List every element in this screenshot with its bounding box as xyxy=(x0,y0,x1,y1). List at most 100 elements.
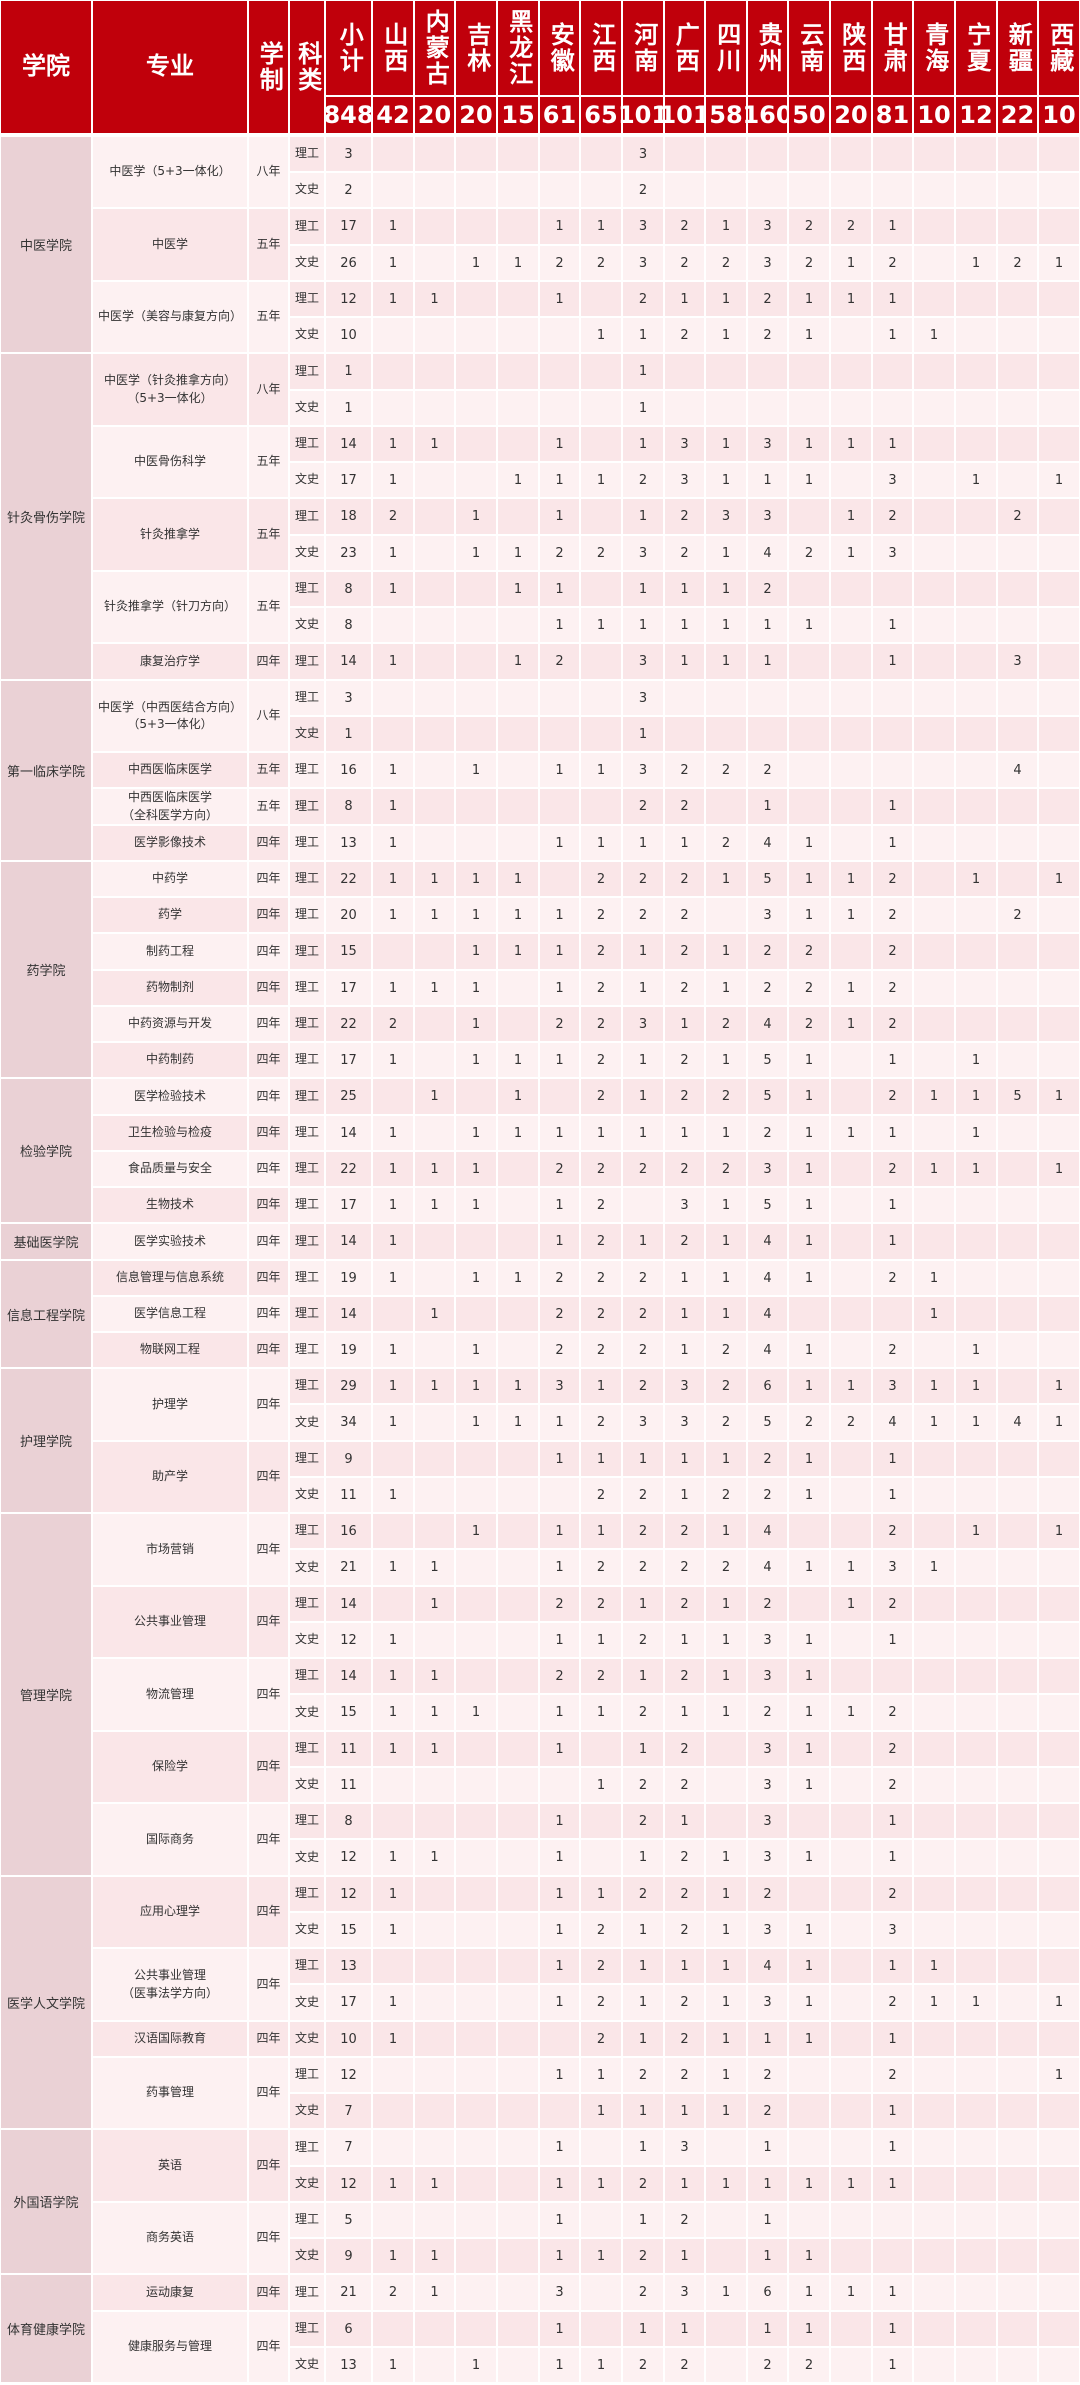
row-18-province-15 xyxy=(997,788,1038,825)
row-24-province-9: 4 xyxy=(747,1006,788,1042)
row-8-province-11: 1 xyxy=(830,426,872,462)
row-subtotal-14: 14 xyxy=(325,643,372,680)
major-years-20: 四年 xyxy=(248,1151,289,1187)
row-0-province-5 xyxy=(580,136,622,172)
row-track-2: 理工 xyxy=(289,208,325,245)
row-track-8: 理工 xyxy=(289,426,325,462)
row-23-province-10: 2 xyxy=(788,970,830,1006)
row-60-province-1 xyxy=(414,2311,455,2347)
row-52-province-0: 1 xyxy=(372,2021,414,2057)
row-7-province-10 xyxy=(788,390,830,426)
row-10-province-16 xyxy=(1038,498,1080,535)
row-56-province-8: 1 xyxy=(705,2166,747,2202)
row-41-province-15 xyxy=(997,1622,1038,1658)
row-34-province-13: 1 xyxy=(913,1368,955,1404)
major-years-28: 四年 xyxy=(248,1513,289,1586)
row-3-province-9: 3 xyxy=(747,245,788,281)
row-5-province-3 xyxy=(497,317,539,353)
row-54-province-11 xyxy=(830,2093,872,2129)
major-years-27: 四年 xyxy=(248,1441,289,1513)
row-track-59: 理工 xyxy=(289,2274,325,2311)
row-18-province-7: 2 xyxy=(664,788,705,825)
row-48-province-9: 2 xyxy=(747,1876,788,1912)
row-20-province-5: 2 xyxy=(580,861,622,897)
row-6-province-6: 1 xyxy=(622,353,664,390)
row-61-province-9: 2 xyxy=(747,2347,788,2383)
row-45-province-6: 2 xyxy=(622,1767,664,1803)
header-province-11: 陕西 xyxy=(830,0,872,96)
row-19-province-6: 1 xyxy=(622,825,664,861)
major-6: 针灸推拿学（针刀方向） xyxy=(92,571,248,643)
row-50-province-5: 2 xyxy=(580,1948,622,1984)
row-3-province-1 xyxy=(414,245,455,281)
row-11-province-15 xyxy=(997,535,1038,571)
row-50-province-4: 1 xyxy=(539,1948,580,1984)
row-39-province-15 xyxy=(997,1549,1038,1586)
major-20: 食品质量与安全 xyxy=(92,1151,248,1187)
row-2-province-15 xyxy=(997,208,1038,245)
row-21-province-3: 1 xyxy=(497,897,539,933)
row-53-province-8: 1 xyxy=(705,2057,747,2093)
major-years-33: 四年 xyxy=(248,1876,289,1948)
row-61-province-7: 2 xyxy=(664,2347,705,2383)
row-43-province-8: 1 xyxy=(705,1694,747,1731)
row-9-province-8: 1 xyxy=(705,462,747,498)
row-subtotal-13: 8 xyxy=(325,607,372,643)
row-24-province-2: 1 xyxy=(455,1006,497,1042)
major-years-14: 四年 xyxy=(248,933,289,970)
header-province-3: 黑龙江 xyxy=(497,0,539,96)
row-3-province-0: 1 xyxy=(372,245,414,281)
row-34-province-4: 3 xyxy=(539,1368,580,1404)
row-subtotal-55: 7 xyxy=(325,2129,372,2166)
row-47-province-11 xyxy=(830,1839,872,1876)
row-54-province-6: 1 xyxy=(622,2093,664,2129)
row-55-province-14 xyxy=(955,2129,997,2166)
header-province-total-1: 20 xyxy=(414,96,455,134)
row-57-province-8 xyxy=(705,2202,747,2238)
row-31-province-1 xyxy=(414,1260,455,1296)
row-18-province-2 xyxy=(455,788,497,825)
row-43-province-14 xyxy=(955,1694,997,1731)
row-52-province-9: 1 xyxy=(747,2021,788,2057)
major-7: 康复治疗学 xyxy=(92,643,248,680)
row-28-province-1: 1 xyxy=(414,1151,455,1187)
row-24-province-0: 2 xyxy=(372,1006,414,1042)
row-6-province-5 xyxy=(580,353,622,390)
row-27-province-14: 1 xyxy=(955,1115,997,1151)
row-29-province-16 xyxy=(1038,1187,1080,1223)
row-33-province-10: 1 xyxy=(788,1332,830,1368)
college-10: 外国语学院 xyxy=(0,2129,92,2274)
row-track-30: 理工 xyxy=(289,1223,325,1260)
row-4-province-11: 1 xyxy=(830,281,872,317)
major-years-19: 四年 xyxy=(248,1115,289,1151)
row-42-province-1: 1 xyxy=(414,1658,455,1694)
row-31-province-6: 2 xyxy=(622,1260,664,1296)
row-48-province-1 xyxy=(414,1876,455,1912)
row-50-province-6: 1 xyxy=(622,1948,664,1984)
row-21-province-5: 2 xyxy=(580,897,622,933)
major-31: 保险学 xyxy=(92,1731,248,1803)
row-51-province-14: 1 xyxy=(955,1984,997,2021)
row-49-province-5: 2 xyxy=(580,1912,622,1948)
row-31-province-8: 1 xyxy=(705,1260,747,1296)
row-0-province-6: 3 xyxy=(622,136,664,172)
row-7-province-9 xyxy=(747,390,788,426)
row-1-province-9 xyxy=(747,172,788,208)
row-14-province-2 xyxy=(455,643,497,680)
row-26-province-4 xyxy=(539,1078,580,1115)
row-11-province-11: 1 xyxy=(830,535,872,571)
row-54-province-12: 1 xyxy=(872,2093,913,2129)
row-26-province-13: 1 xyxy=(913,1078,955,1115)
row-60-province-13 xyxy=(913,2311,955,2347)
major-years-35: 四年 xyxy=(248,2021,289,2057)
row-30-province-16 xyxy=(1038,1223,1080,1260)
row-4-province-8: 1 xyxy=(705,281,747,317)
row-25-province-1 xyxy=(414,1042,455,1078)
row-24-province-14 xyxy=(955,1006,997,1042)
row-45-province-14 xyxy=(955,1767,997,1803)
row-12-province-10 xyxy=(788,571,830,607)
major-years-31: 四年 xyxy=(248,1731,289,1803)
row-32-province-16 xyxy=(1038,1296,1080,1332)
row-13-province-16 xyxy=(1038,607,1080,643)
row-30-province-1 xyxy=(414,1223,455,1260)
